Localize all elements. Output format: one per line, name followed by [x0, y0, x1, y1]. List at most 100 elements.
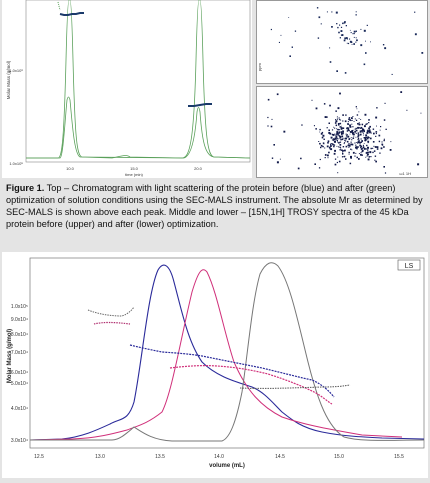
nmr-lower-peak [420, 112, 422, 114]
nmr-lower-peak [340, 128, 343, 130]
top-ylabel: Molar Mass (g/mol) [6, 60, 11, 99]
nmr-lower-peak [355, 127, 357, 130]
nmr-lower-peak [358, 140, 360, 142]
nmr-lower-peak [360, 126, 363, 129]
nmr-lower-peak [357, 123, 359, 125]
nmr-lower-peak [343, 143, 345, 145]
nmr-lower-peak [339, 118, 341, 121]
nmr-lower-peak [356, 108, 358, 110]
nmr-upper-peak [355, 41, 357, 43]
nmr-lower-peak [329, 132, 332, 135]
nmr-lower-peak [362, 129, 365, 132]
nmr-lower-peak [301, 124, 303, 126]
nmr-lower-peak [360, 138, 362, 140]
nmr-lower-peak [348, 130, 350, 132]
nmr-lower-peak [348, 118, 350, 121]
nmr-upper-peak [339, 37, 341, 39]
nmr-upper-peak [291, 46, 293, 48]
nmr-upper-svg: ppm [257, 7, 424, 75]
nmr-upper-peak [391, 73, 393, 75]
nmr-lower-peak [385, 128, 387, 130]
nmr-lower-peak [327, 140, 330, 143]
nmr-lower-peak [339, 122, 342, 125]
nmr-lower-peak [342, 153, 344, 155]
nmr-lower-peak [380, 126, 382, 128]
nmr-upper-peak [340, 34, 342, 36]
nmr-lower-peak [342, 151, 343, 153]
nmr-upper-peak [344, 21, 346, 23]
nmr-upper-peak [363, 63, 366, 66]
nmr-upper-peak [346, 38, 348, 40]
nmr-lower-peak [337, 123, 340, 125]
nmr-lower-peak [346, 140, 349, 143]
nmr-lower-peak [374, 146, 377, 148]
nmr-lower-peak [342, 127, 345, 129]
nmr-lower-peak [367, 136, 370, 139]
nmr-lower-peak [367, 146, 369, 149]
nmr-lower-peak [361, 140, 363, 142]
nmr-lower-peak [330, 143, 332, 145]
nmr-lower-peak [333, 152, 336, 155]
nmr-lower-peak [370, 147, 372, 150]
nmr-lower-peak [389, 149, 392, 151]
nmr-lower-peak [370, 156, 372, 158]
nmr-lower-peak [267, 125, 269, 127]
nmr-lower-peak [335, 134, 337, 136]
nmr-spectrum-upper: ppm [256, 0, 428, 84]
nmr-lower-peak [362, 132, 364, 134]
nmr-lower-peak [344, 120, 347, 123]
nmr-lower-peak [273, 144, 275, 146]
nmr-lower-peak [347, 129, 350, 131]
nmr-lower-peak [346, 127, 348, 129]
nmr-lower-peak [336, 139, 338, 141]
nmr-lower-peak [323, 138, 325, 140]
nmr-lower-peak [366, 130, 369, 133]
top-ytick-1: 1.0x10⁶ [9, 68, 23, 73]
nmr-lower-peak [375, 135, 377, 137]
nmr-lower-peak [328, 129, 330, 132]
top-xlabel: time (min) [125, 172, 143, 177]
nmr-upper-peak [331, 26, 333, 28]
nmr-upper-peak [355, 14, 357, 16]
nmr-lower-peak [338, 135, 340, 137]
nmr-lower-peak [335, 135, 337, 137]
nmr-upper-peak [366, 24, 368, 26]
nmr-lower-peak [338, 142, 340, 144]
nmr-lower-peak [361, 154, 363, 156]
nmr-lower-peak [320, 132, 323, 135]
nmr-lower-peak [334, 127, 336, 129]
nmr-lower-peak [342, 156, 344, 158]
nmr-lower-peak [362, 128, 364, 130]
nmr-lower-peak [333, 140, 335, 142]
nmr-lower-peak [362, 147, 364, 149]
nmr-lower-peak [324, 154, 327, 156]
nmr-lower-peak [322, 145, 324, 148]
nmr-lower-peak [366, 155, 368, 157]
nmr-lower-peak [338, 124, 340, 126]
nmr-upper-peak [353, 33, 355, 35]
top-xtick-2: 15.0 [130, 166, 139, 171]
nmr-lower-peak [314, 163, 316, 165]
nmr-lower-peak [342, 114, 344, 116]
nmr-upper-peak [340, 30, 343, 32]
nmr-lower-peak [339, 135, 342, 138]
bottom-plot-frame [29, 257, 425, 449]
nmr-lower-peak [348, 143, 350, 145]
nmr-lower-peak [352, 151, 355, 154]
nmr-upper-peak [288, 17, 290, 18]
nmr-upper-peak [278, 41, 280, 43]
xtick-4: 14.0 [214, 454, 224, 460]
nmr-upper-peak [365, 52, 367, 54]
nmr-lower-peak [340, 131, 343, 133]
nmr-lower-peak [369, 151, 372, 154]
nmr-lower-peak [335, 136, 338, 138]
nmr-upper-peak [343, 39, 346, 42]
nmr-lower-peak [339, 136, 342, 139]
nmr-lower-peak [372, 151, 374, 154]
nmr-lower-peak [342, 120, 344, 122]
nmr-lower-peak [345, 135, 348, 137]
nmr-lower-peak [346, 134, 348, 136]
nmr-lower-peak [348, 117, 351, 119]
nmr-lower-peak [360, 146, 362, 149]
nmr-lower-peak [357, 146, 359, 148]
